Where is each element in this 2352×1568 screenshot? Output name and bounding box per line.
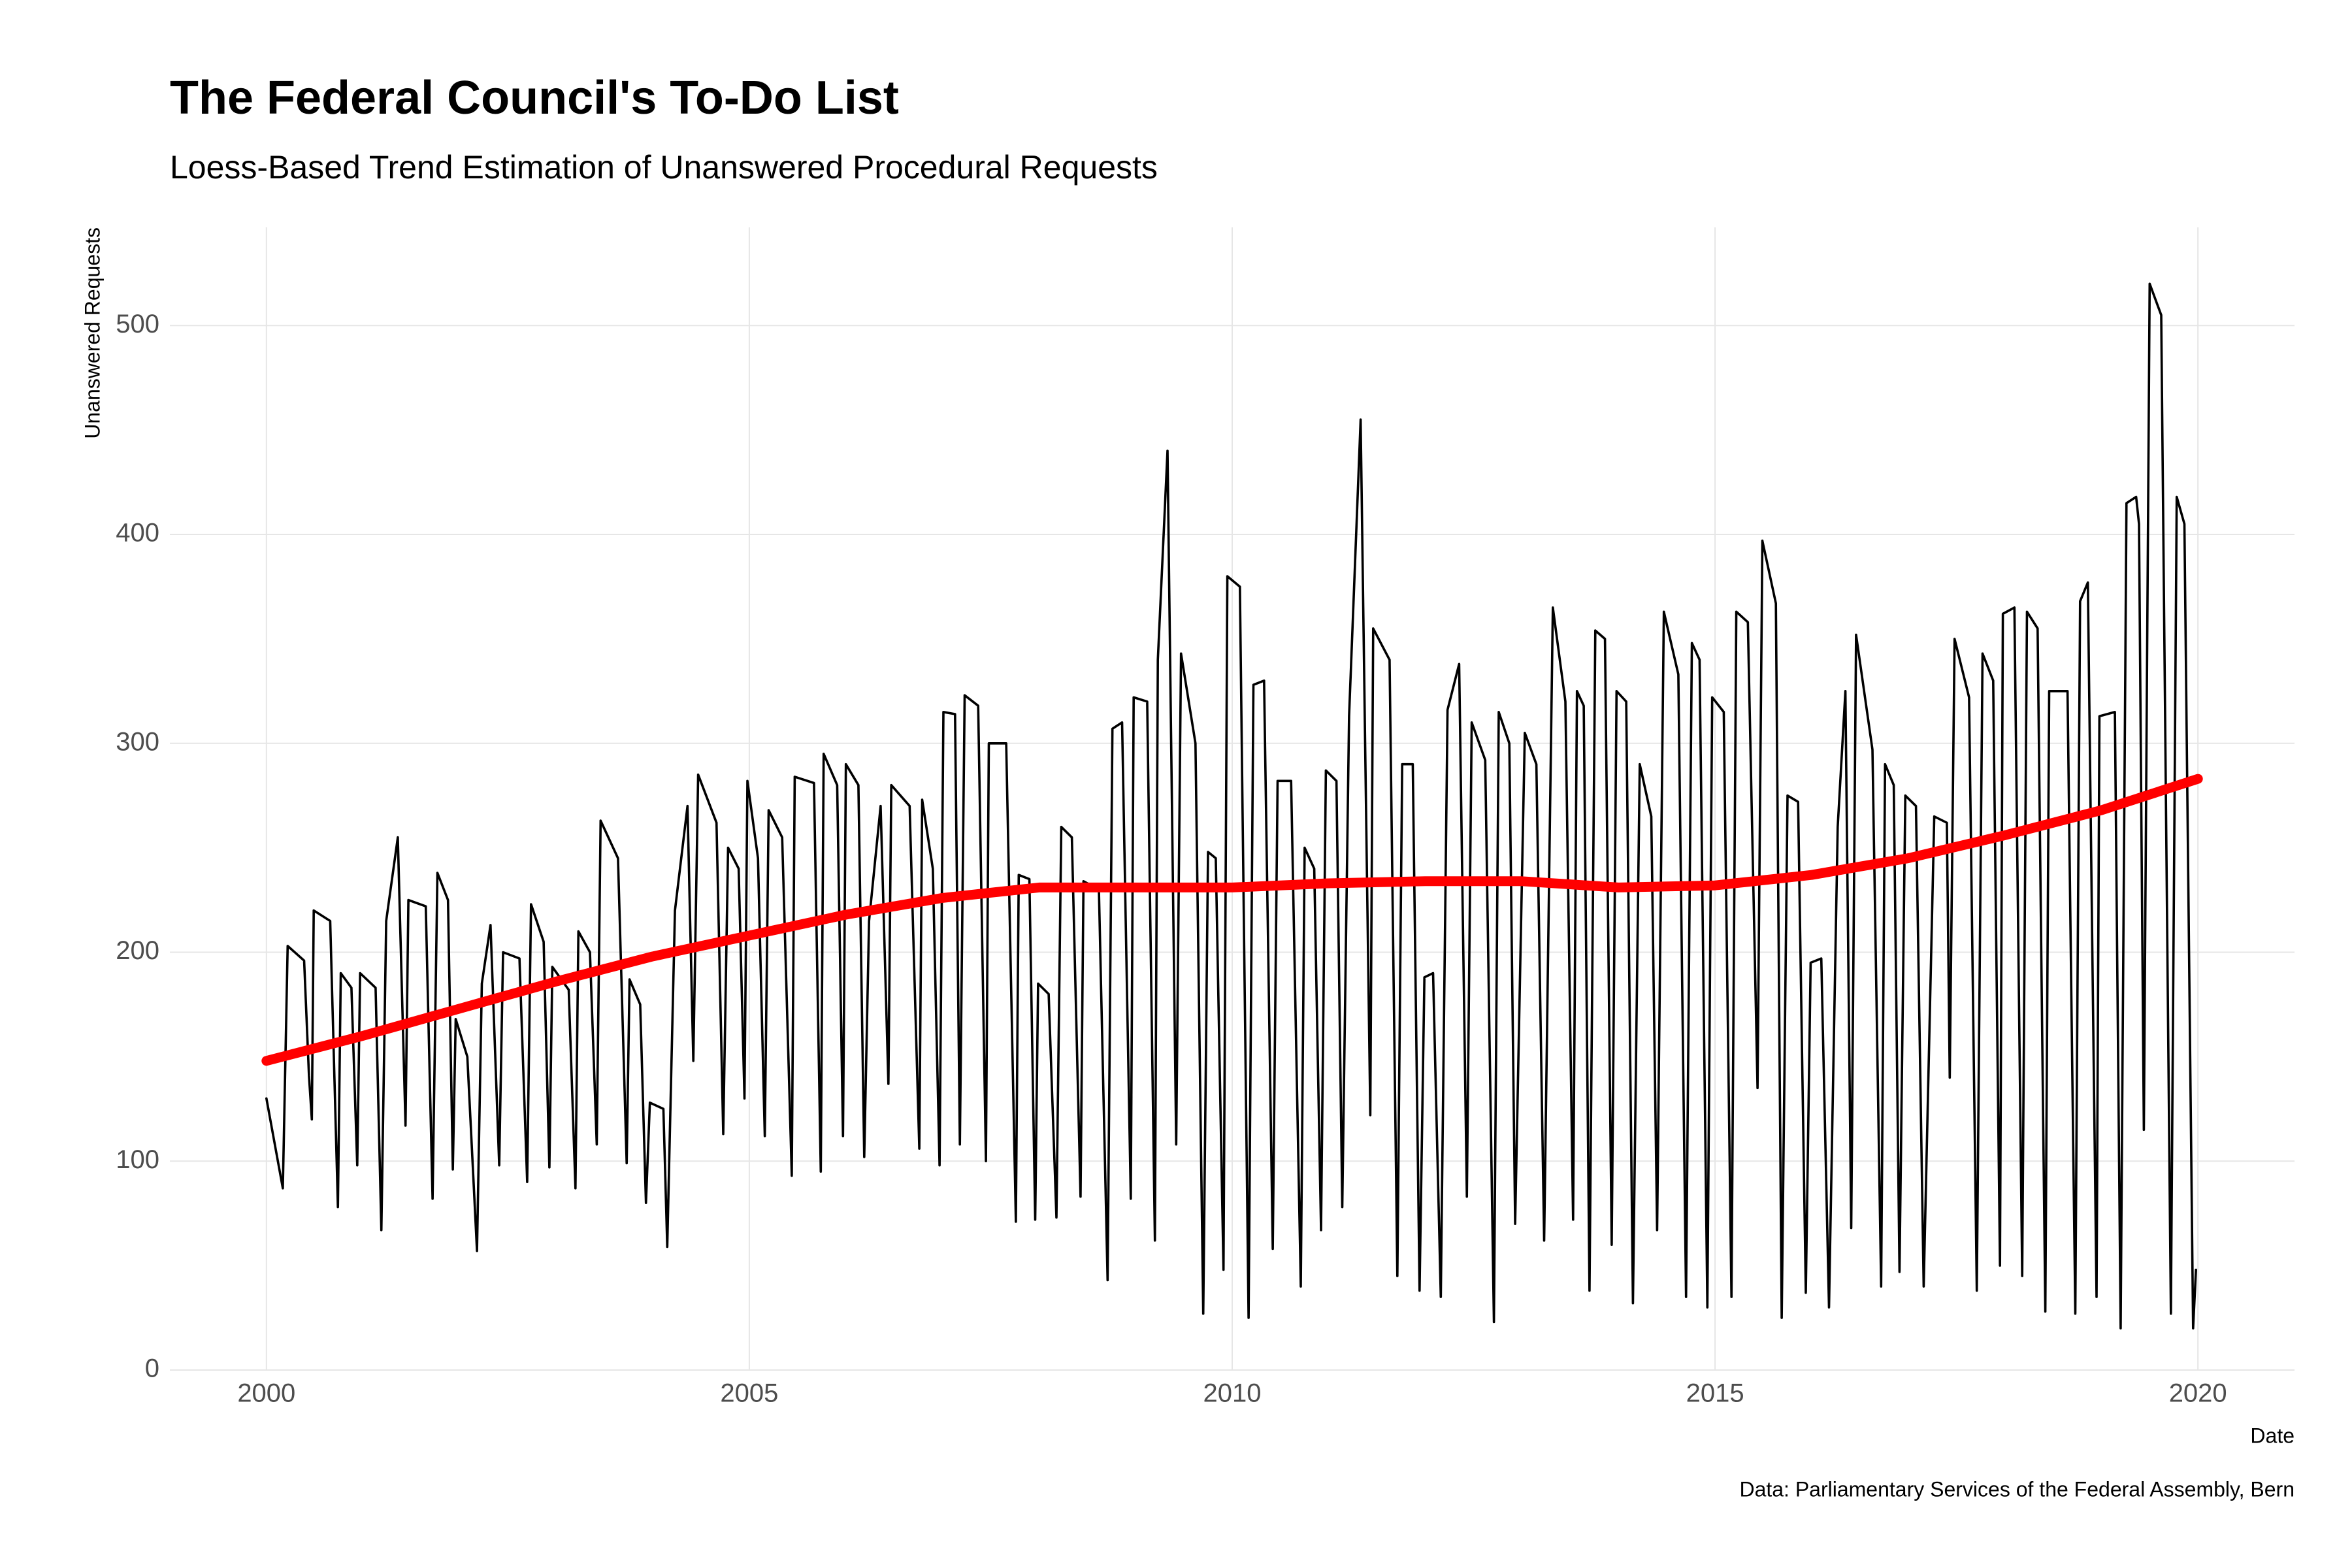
y-axis-title: Unanswered Requests bbox=[80, 227, 104, 439]
data-line bbox=[265, 282, 2197, 1330]
y-tick-label: 200 bbox=[116, 936, 159, 965]
y-tick-label: 500 bbox=[116, 310, 159, 338]
x-tick-label: 2020 bbox=[2169, 1379, 2227, 1408]
x-tick-label: 2005 bbox=[720, 1379, 778, 1408]
y-tick-label: 300 bbox=[116, 727, 159, 756]
x-tick-label: 2010 bbox=[1203, 1379, 1262, 1408]
y-tick-label: 100 bbox=[116, 1145, 159, 1174]
chart-subtitle: Loess-Based Trend Estimation of Unanswer… bbox=[170, 149, 1158, 186]
x-tick-label: 2000 bbox=[237, 1379, 295, 1408]
x-tick-label: 2015 bbox=[1686, 1379, 1744, 1408]
caption: Data: Parliamentary Services of the Fede… bbox=[1739, 1477, 2295, 1501]
trend-line bbox=[261, 774, 2203, 1066]
y-tick-label: 0 bbox=[145, 1354, 159, 1383]
grid bbox=[170, 227, 2295, 1371]
plot-area bbox=[261, 282, 2203, 1330]
chart-title: The Federal Council's To-Do List bbox=[170, 72, 899, 124]
x-axis-title: Date bbox=[2250, 1424, 2295, 1447]
y-tick-label: 400 bbox=[116, 519, 159, 547]
